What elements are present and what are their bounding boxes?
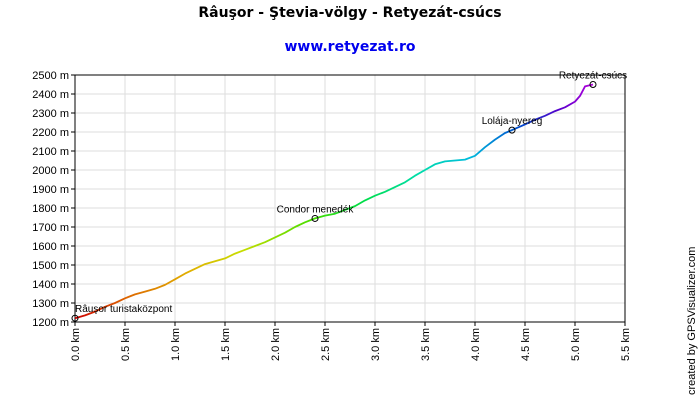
y-tick-label: 2400 m [32,89,69,101]
y-tick-label: 1400 m [32,279,69,291]
plot-frame [74,74,626,323]
x-tick-label: 0.5 km [120,328,132,361]
elevation-line [74,83,594,320]
x-axis-ticks: 0.0 km 0.5 km 1.0 km 1.5 km 2.0 km 2.5 km 3.0 … [70,328,632,361]
waypoint-marker [589,81,597,88]
waypoint-label: Râuşor turistaközpont [75,304,172,315]
x-tick-label: 4.0 km [470,328,482,361]
y-tick-label: 2000 m [32,165,69,177]
x-tick-label: 0.0 km [70,328,82,361]
y-tick-label: 2500 m [32,70,69,82]
y-tick-label: 1500 m [32,260,69,272]
chart-title: Râuşor - Ştevia-völgy - Retyezát-csúcs [198,5,502,21]
x-tick-label: 1.0 km [170,328,182,361]
x-tick-label: 5.0 km [570,328,582,361]
y-tick-label: 1800 m [32,203,69,215]
x-tick-label: 3.5 km [420,328,432,361]
y-tick-label: 1700 m [32,222,69,234]
waypoint-label: Condor menedék [277,204,355,215]
x-tick-label: 2.0 km [270,328,282,361]
axes [71,74,626,326]
y-axis-ticks: 1200 m 1300 m 1400 m 1500 m 1600 m 1700 m 1800… [32,70,69,329]
website-link[interactable]: www.retyezat.ro [284,39,416,55]
waypoint-label: Retyezát-csúcs [559,71,627,82]
waypoints: Râuşor turistaközpont Condor menedék Loláj… [71,71,627,322]
y-tick-label: 1200 m [32,317,69,329]
series-layer [74,83,594,320]
x-tick-label: 2.5 km [320,328,332,361]
waypoint-marker [311,214,319,222]
y-tick-label: 2100 m [32,146,69,158]
waypoint-marker [508,126,516,134]
x-tick-label: 5.5 km [620,328,632,361]
grid [74,74,626,323]
y-tick-label: 2200 m [32,127,69,139]
y-tick-label: 1900 m [32,184,69,196]
waypoint-label: Lolája-nyereg [482,116,543,127]
x-tick-label: 4.5 km [520,328,532,361]
x-tick-label: 3.0 km [370,328,382,361]
y-tick-label: 1300 m [32,298,69,310]
waypoint-marker [71,314,79,322]
y-tick-label: 1600 m [32,241,69,253]
x-tick-label: 1.5 km [220,328,232,361]
y-tick-label: 2300 m [32,108,69,120]
